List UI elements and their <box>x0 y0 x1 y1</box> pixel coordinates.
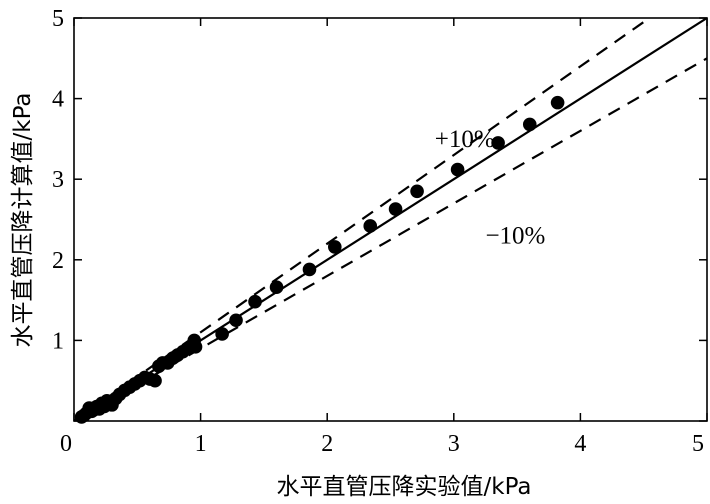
data-point <box>148 373 162 388</box>
data-point <box>491 136 505 150</box>
data-point <box>450 162 465 177</box>
axis-ticks <box>73 17 708 422</box>
annotations: +10% −10% <box>435 126 546 250</box>
tick-labels: 0 1 2 3 4 5 1 2 3 4 5 <box>52 6 704 457</box>
y-axis-title: 水平直管压降计算值/kPa <box>10 93 36 348</box>
data-point <box>302 262 317 277</box>
data-point <box>269 280 284 295</box>
data-point <box>215 327 229 341</box>
annotation-1: −10% <box>485 223 545 250</box>
data-points <box>74 95 565 424</box>
data-point <box>363 219 378 233</box>
y-tick-label: 3 <box>52 167 64 193</box>
data-point <box>229 313 243 328</box>
x-tick-label: 0 <box>60 431 72 457</box>
y-tick-label: 4 <box>52 87 64 113</box>
data-point <box>187 333 202 348</box>
y-tick-label: 5 <box>52 6 64 32</box>
plot-frame <box>73 17 708 422</box>
x-tick-label: 3 <box>448 431 460 457</box>
data-point <box>410 184 424 199</box>
data-point <box>248 294 262 309</box>
annotation-0: +10% <box>435 126 495 153</box>
x-axis-title: 水平直管压降实验值/kPa <box>277 474 532 500</box>
data-point <box>327 240 342 254</box>
y-tick-label: 2 <box>52 248 64 274</box>
x-tick-label: 5 <box>692 431 704 457</box>
data-point <box>522 117 537 132</box>
data-point <box>388 202 403 216</box>
x-tick-label: 4 <box>574 431 586 457</box>
data-point <box>550 95 565 110</box>
x-tick-label: 2 <box>321 431 333 457</box>
y-tick-label: 1 <box>52 328 64 354</box>
x-tick-label: 1 <box>195 431 207 457</box>
